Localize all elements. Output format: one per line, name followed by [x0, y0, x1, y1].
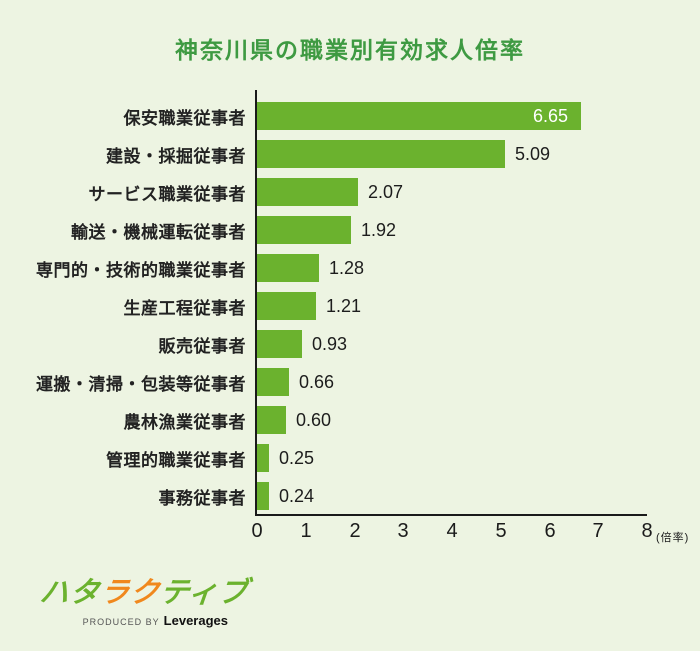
bar	[257, 330, 302, 358]
bar-area: 0.66	[257, 368, 647, 396]
x-tick-label: 4	[446, 520, 458, 542]
category-label: サービス職業従事者	[88, 184, 246, 204]
x-tick-label: 2	[349, 520, 361, 542]
bar	[257, 482, 269, 510]
value-label: 0.93	[312, 334, 348, 354]
value-label: 1.92	[361, 220, 397, 240]
logo-char: ィ	[186, 577, 221, 609]
value-label: 1.28	[329, 258, 365, 278]
bar-area: 6.65	[257, 102, 647, 130]
chart-row: サービス職業従事者 2.07	[0, 173, 700, 211]
chart-row: 保安職業従事者 6.65	[0, 97, 700, 135]
x-tick-label: 0	[251, 520, 263, 542]
bar	[257, 368, 289, 396]
bar-area: 0.93	[257, 330, 647, 358]
bar-chart: 保安職業従事者 6.65 建設・採掘従事者 5.09 サービス職業従事者 2.07 輸送・機…	[0, 90, 700, 550]
bar	[257, 140, 505, 168]
y-axis-line	[255, 90, 257, 516]
x-axis-ticks: 0 1 2 3 4 5 6 7 8 (倍率)	[251, 520, 688, 550]
bar-area: 0.25	[257, 444, 647, 472]
chart-row: 専門的・技術的職業従事者 1.28	[0, 249, 700, 287]
bar-area: 1.28	[257, 254, 647, 282]
value-label: 0.66	[299, 372, 335, 392]
bar	[257, 178, 358, 206]
x-axis-line	[255, 514, 647, 516]
bar-area: 2.07	[257, 178, 647, 206]
category-label: 農林漁業従事者	[123, 412, 246, 432]
chart-row: 販売従事者 0.93	[0, 325, 700, 363]
value-label: 5.09	[515, 144, 551, 164]
chart-row: 管理的職業従事者 0.25	[0, 439, 700, 477]
logo-wordmark: ハタラクティブ	[38, 575, 250, 611]
category-label: 事務従事者	[158, 488, 246, 508]
bar	[257, 254, 319, 282]
value-label: 0.60	[296, 410, 332, 430]
category-label: 運搬・清掃・包装等従事者	[36, 374, 246, 394]
brand-name: Leverages	[163, 613, 228, 628]
chart-row: 生産工程従事者 1.21	[0, 287, 700, 325]
bar	[257, 292, 316, 320]
value-label: 0.24	[279, 486, 315, 506]
logo-char: テ	[158, 577, 191, 609]
logo-char: ハ	[38, 577, 72, 609]
value-label: 6.65	[532, 106, 568, 126]
x-tick-label: 6	[544, 520, 556, 542]
category-label: 輸送・機械運転従事者	[71, 222, 246, 242]
chart-row: 輸送・機械運転従事者 1.92	[0, 211, 700, 249]
bar	[257, 102, 581, 130]
chart-row: 建設・採掘従事者 5.09	[0, 135, 700, 173]
hatarakutive-logo: ハタラクティブ PRODUCED BY Leverages	[38, 575, 250, 630]
logo-char: タ	[68, 577, 102, 609]
x-axis-unit-label: (倍率)	[656, 532, 690, 544]
bar-area: 0.24	[257, 482, 647, 510]
logo-char: ラ	[98, 577, 132, 609]
logo-char: ク	[128, 577, 162, 609]
chart-row: 運搬・清掃・包装等従事者 0.66	[0, 363, 700, 401]
bar	[257, 406, 286, 434]
bar	[257, 216, 351, 244]
category-label: 専門的・技術的職業従事者	[36, 260, 246, 280]
category-label: 管理的職業従事者	[106, 450, 246, 470]
produced-by-text: PRODUCED BY	[82, 617, 160, 627]
bar-area: 1.92	[257, 216, 647, 244]
bar	[257, 444, 269, 472]
category-label: 建設・採掘従事者	[106, 146, 246, 166]
value-label: 2.07	[368, 182, 404, 202]
chart-row: 農林漁業従事者 0.60	[0, 401, 700, 439]
x-tick-label: 5	[495, 520, 507, 542]
chart-row: 事務従事者 0.24	[0, 477, 700, 515]
chart-title: 神奈川県の職業別有効求人倍率	[175, 37, 525, 63]
x-tick-label: 3	[397, 520, 409, 542]
value-label: 1.21	[326, 296, 362, 316]
chart-rows: 保安職業従事者 6.65 建設・採掘従事者 5.09 サービス職業従事者 2.07 輸送・機…	[0, 97, 700, 515]
value-label: 0.25	[279, 448, 315, 468]
category-label: 生産工程従事者	[123, 298, 246, 318]
logo-char: ブ	[216, 577, 251, 609]
x-tick-label: 7	[592, 520, 604, 542]
bar-area: 0.60	[257, 406, 647, 434]
bar-area: 1.21	[257, 292, 647, 320]
bar-area: 5.09	[257, 140, 647, 168]
category-label: 保安職業従事者	[123, 108, 246, 128]
x-tick-label: 8	[641, 520, 653, 542]
logo-byline: PRODUCED BY Leverages	[40, 612, 228, 630]
x-tick-label: 1	[300, 520, 312, 542]
category-label: 販売従事者	[158, 336, 246, 356]
